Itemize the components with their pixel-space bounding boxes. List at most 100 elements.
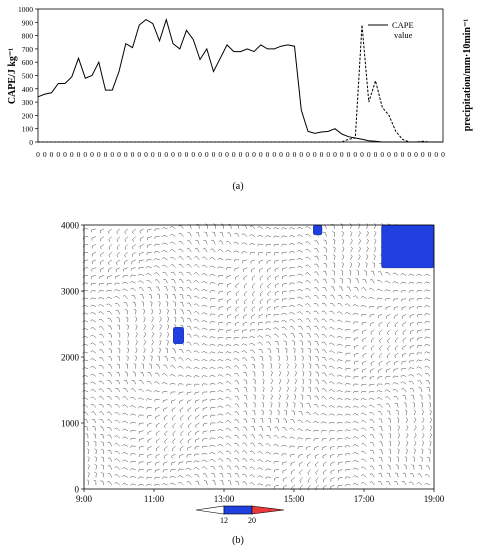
panel-a-x-tick-label: 0 xyxy=(414,150,418,159)
panel-b-y-axis: 0 1000 2000 3000 4000 xyxy=(61,221,84,495)
colorbar-mid-block xyxy=(223,505,253,515)
panel-a-x-tick-label: 0 xyxy=(110,150,114,159)
panel-a-x-tick-label: 0 xyxy=(239,150,243,159)
panel-a-x-tick-label: 0 xyxy=(333,150,337,159)
panel-a-plot-frame xyxy=(37,8,444,143)
panel-b-y-tick-label: 2000 xyxy=(61,353,80,363)
panel-a-x-tick-label: 0 xyxy=(387,150,391,159)
panel-a-x-tick-label: 0 xyxy=(421,150,425,159)
panel-a-y-axis: 0 100 200 300 400 500 600 700 800 900 1000 xyxy=(18,5,38,147)
panel-b-label: (b) xyxy=(232,535,244,546)
panel-a-x-tick-label: 0 xyxy=(232,150,236,159)
panel-a-y-tick-label: 900 xyxy=(22,18,34,27)
panel-a-y-tick-label: 1000 xyxy=(18,5,33,14)
panel-a-x-tick-label: 0 xyxy=(347,150,351,159)
panel-b-y-tick-label: 0 xyxy=(75,485,80,495)
panel-a-x-tick-label: 0 xyxy=(90,150,94,159)
panel-a-y-tick-label: 800 xyxy=(22,32,34,41)
panel-a-x-tick-label: 0 xyxy=(117,150,121,159)
panel-a-legend: CAPE value xyxy=(368,20,414,40)
panel-a-x-tick-label: 0 xyxy=(428,150,432,159)
panel-a-x-tick-label: 0 xyxy=(320,150,324,159)
panel-a-x-tick-label: 0 xyxy=(360,150,364,159)
panel-a-y-tick-label: 300 xyxy=(22,98,34,107)
shaded-region xyxy=(173,327,184,344)
panel-a-x-tick-label: 0 xyxy=(205,150,209,159)
panel-a-x-tick-label: 0 xyxy=(340,150,344,159)
panel-a-x-tick-label: 0 xyxy=(394,150,398,159)
panel-a-x-tick-label: 0 xyxy=(380,150,384,159)
legend-label-line1: CAPE xyxy=(392,20,414,30)
panel-a-x-tick-label: 0 xyxy=(293,150,297,159)
panel-b-x-tick-label: 15:00 xyxy=(284,494,305,504)
panel-a-x-tick-label: 0 xyxy=(441,150,445,159)
shaded-region xyxy=(381,224,435,269)
panel-a-x-tick-label: 0 xyxy=(178,150,182,159)
colorbar-label-high: 20 xyxy=(248,516,256,525)
panel-a-x-tick-label: 0 xyxy=(407,150,411,159)
legend-label-line2: value xyxy=(394,30,413,40)
panel-a-x-tick-label: 0 xyxy=(212,150,216,159)
panel-b-x-tick-label: 9:00 xyxy=(76,494,93,504)
panel-a-y-tick-label: 0 xyxy=(29,138,33,147)
shaded-region xyxy=(313,224,323,236)
colorbar-label-low: 12 xyxy=(220,516,228,525)
panel-a-x-tick-label: 0 xyxy=(144,150,148,159)
panel-a-x-tick-label: 0 xyxy=(434,150,438,159)
panel-a-x-tick-label: 0 xyxy=(191,150,195,159)
panel-a-x-tick-label: 0 xyxy=(374,150,378,159)
panel-a-x-tick-label: 0 xyxy=(272,150,276,159)
panel-b-wind-barbs xyxy=(82,223,433,491)
panel-a-y-tick-label: 400 xyxy=(22,85,34,94)
panel-a-x-tick-label: 0 xyxy=(259,150,263,159)
panel-a-x-tick-label: 0 xyxy=(97,150,101,159)
panel-a-y-tick-label: 700 xyxy=(22,45,34,54)
panel-a-x-tick-label: 0 xyxy=(326,150,330,159)
panel-a-x-tick-label: 0 xyxy=(70,150,74,159)
panel-a-x-tick-label: 0 xyxy=(36,150,40,159)
panel-b-y-tick-label: 1000 xyxy=(61,419,80,429)
panel-b-x-tick-label: 17:00 xyxy=(354,494,375,504)
panel-a-y-tick-label: 100 xyxy=(22,125,34,134)
panel-a-x-tick-label: 0 xyxy=(286,150,290,159)
panel-a-x-tick-label: 0 xyxy=(171,150,175,159)
panel-a-x-tick-label: 0 xyxy=(185,150,189,159)
panel-b-plot-background xyxy=(84,225,434,489)
panel-b-y-tick-label: 4000 xyxy=(61,221,80,231)
panel-a-x-tick-label: 0 xyxy=(401,150,405,159)
panel-b-x-axis: 9:00 11:00 13:00 15:00 17:00 19:00 xyxy=(76,489,445,504)
wind-barb-field xyxy=(82,223,433,491)
panel-a-x-tick-label: 0 xyxy=(131,150,135,159)
panel-a-x-tick-label: 0 xyxy=(83,150,87,159)
panel-a-x-tick-label: 0 xyxy=(137,150,141,159)
panel-a-y-tick-label: 600 xyxy=(22,58,34,67)
panel-a-x-tick-label: 0 xyxy=(151,150,155,159)
panel-a-x-tick-label: 0 xyxy=(367,150,371,159)
panel-a-x-tick-label: 0 xyxy=(164,150,168,159)
panel-a-x-tick-label: 0 xyxy=(124,150,128,159)
panel-a-x-tick-label: 0 xyxy=(266,150,270,159)
panel-b-y-tick-label: 3000 xyxy=(61,287,80,297)
panel-a-x-tick-label: 0 xyxy=(313,150,317,159)
colorbar-right-triangle xyxy=(251,505,285,515)
panel-a-x-tick-label: 0 xyxy=(299,150,303,159)
panel-a-x-tick-label: 0 xyxy=(306,150,310,159)
panel-b-x-tick-label: 11:00 xyxy=(144,494,165,504)
panel-b-x-tick-label: 19:00 xyxy=(424,494,445,504)
panel-a-x-tick-label: 0 xyxy=(77,150,81,159)
panel-a-x-tick-label: 0 xyxy=(279,150,283,159)
panel-b-colorbar: 12 20 xyxy=(195,505,285,525)
panel-a-x-tick-label: 0 xyxy=(353,150,357,159)
panel-a-label: (a) xyxy=(232,181,243,192)
panel-a-y-tick-label: 500 xyxy=(22,72,34,81)
panel-a-y-axis-label-right: precipitation/mm·10min⁻¹ xyxy=(462,19,473,132)
panel-a-x-tick-label: 0 xyxy=(104,150,108,159)
panel-b-x-tick-label: 13:00 xyxy=(214,494,235,504)
panel-a-x-tick-label: 0 xyxy=(218,150,222,159)
panel-a-x-tick-label: 0 xyxy=(43,150,47,159)
precipitation-series-line xyxy=(38,24,443,143)
panel-a-x-tick-label: 0 xyxy=(225,150,229,159)
